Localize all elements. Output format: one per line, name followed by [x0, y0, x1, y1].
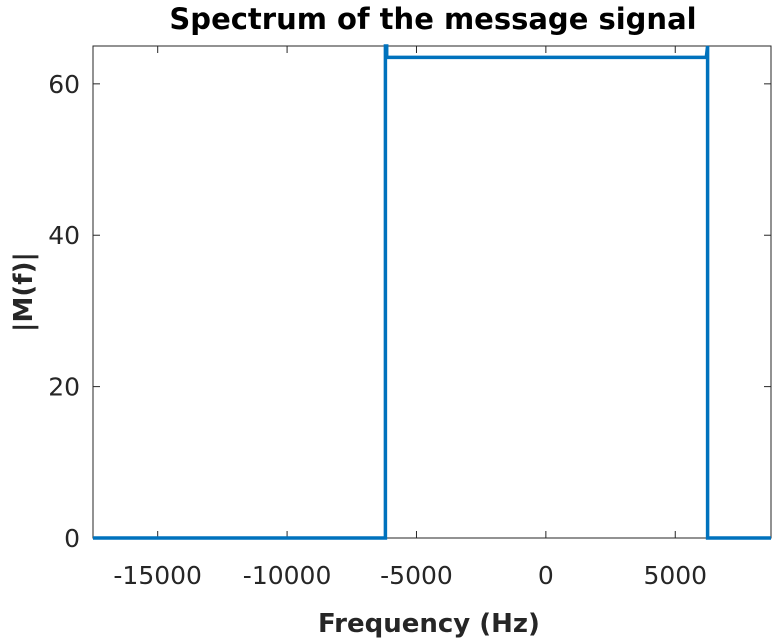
x-tick-label: -15000 [113, 561, 202, 590]
y-axis-label: |M(f)| [9, 252, 39, 332]
x-axis-label: Frequency (Hz) [318, 609, 540, 639]
x-tick-label: -5000 [380, 561, 453, 590]
y-tick-label: 20 [48, 373, 80, 402]
x-tick-label: -10000 [243, 561, 332, 590]
x-tick-label: 5000 [643, 561, 707, 590]
series-line [93, 44, 771, 540]
x-axis: -15000 -10000 -5000 0 5000 [113, 46, 707, 590]
y-tick-label: 40 [48, 221, 80, 250]
x-tick-label: 0 [538, 561, 554, 590]
chart-title: Spectrum of the message signal [169, 2, 696, 36]
plot-area [92, 45, 772, 539]
y-tick-label: 0 [64, 524, 80, 553]
y-axis: 0 20 40 60 [48, 70, 771, 553]
y-tick-label: 60 [48, 70, 80, 99]
series-layer [93, 44, 771, 540]
